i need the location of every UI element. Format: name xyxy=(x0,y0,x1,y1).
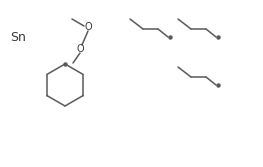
Text: Sn: Sn xyxy=(10,31,26,43)
Text: O: O xyxy=(76,44,84,54)
Text: O: O xyxy=(84,22,92,32)
